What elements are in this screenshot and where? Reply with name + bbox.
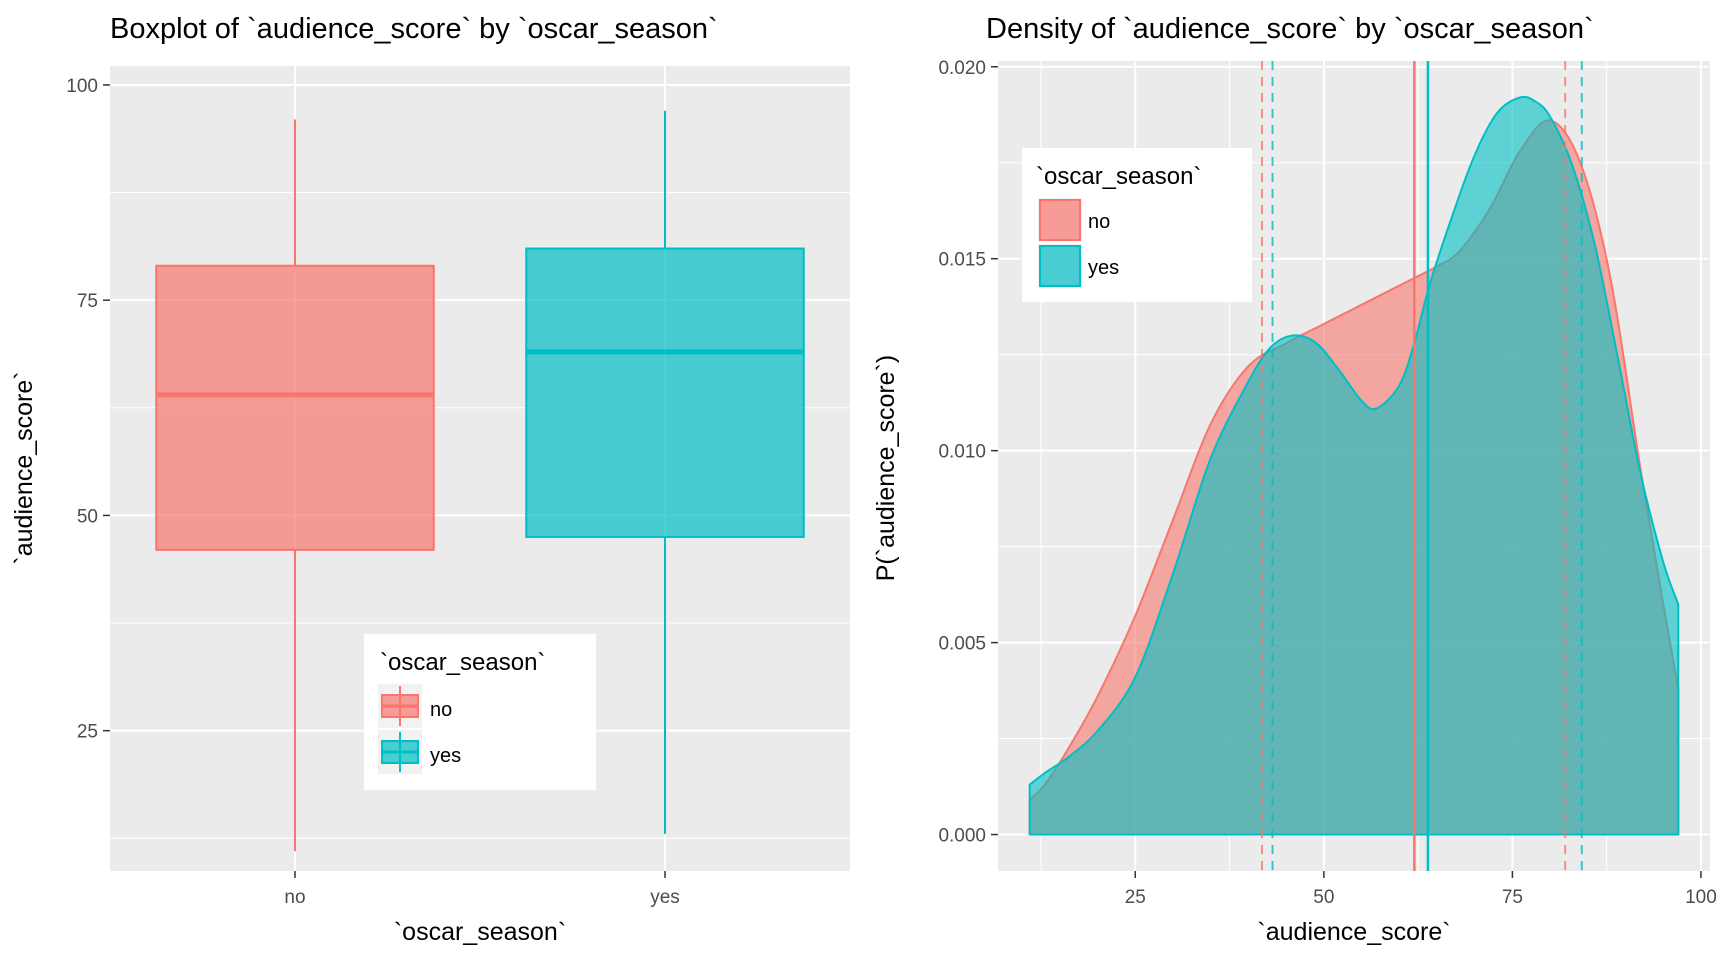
y-tick-label: 0.010 [938, 442, 986, 463]
y-tick-label: 0.015 [938, 250, 986, 271]
iqr-box [155, 264, 435, 551]
x-tick-label: no [284, 887, 305, 908]
y-tick-label: 100 [66, 76, 98, 97]
x-tick-label: 100 [1685, 887, 1717, 908]
boxplot-legend-keys [378, 684, 422, 774]
density-legend-keys [1038, 198, 1082, 288]
y-tick-label: 25 [77, 722, 98, 743]
box-yes [525, 110, 805, 834]
boxplot-title: Boxplot of `audience_score` by `oscar_se… [110, 13, 718, 45]
y-tick-label: 50 [77, 506, 98, 527]
x-tick-label: 25 [1125, 887, 1146, 908]
density-y-axis-label: P(`audience_score`) [872, 355, 900, 582]
boxplot-legend-label-no: no [430, 699, 452, 721]
y-tick-label: 0.005 [938, 634, 986, 655]
density-area-yes [1028, 95, 1680, 836]
legend-key-swatch [1039, 199, 1081, 241]
density-panel: Density of `audience_score` by `oscar_se… [872, 13, 1717, 946]
boxplot-x-axis-label: `oscar_season` [394, 918, 566, 946]
density-x-axis-label: `audience_score` [1257, 918, 1450, 946]
density-legend-label-yes: yes [1088, 257, 1119, 279]
boxplot-legend: `oscar_season` no yes [364, 634, 596, 790]
legend-key-swatch [1039, 245, 1081, 287]
y-tick-label: 0.020 [938, 58, 986, 79]
y-tick-label: 75 [77, 291, 98, 312]
density-title: Density of `audience_score` by `oscar_se… [986, 13, 1594, 45]
x-tick-label: 75 [1502, 887, 1523, 908]
density-y-ticks: 0.000 0.005 0.010 0.015 0.020 [938, 58, 998, 847]
boxplot-y-ticks: 25 50 75 100 [66, 76, 110, 743]
boxplot-x-ticks: no yes [284, 871, 680, 908]
box-no [155, 119, 435, 852]
x-tick-label: 50 [1313, 887, 1334, 908]
boxplot-legend-label-yes: yes [430, 745, 461, 767]
density-x-ticks: 25 50 75 100 [1125, 871, 1717, 908]
density-legend-title: `oscar_season` [1036, 163, 1201, 190]
density-legend-label-no: no [1088, 211, 1110, 233]
density-reference-lines [1260, 61, 1583, 871]
y-tick-label: 0.000 [938, 826, 986, 847]
density-areas [1028, 95, 1680, 836]
density-legend: `oscar_season` no yes [1022, 148, 1252, 302]
x-tick-label: yes [650, 887, 680, 908]
iqr-box [525, 247, 805, 538]
boxplot-legend-title: `oscar_season` [380, 649, 545, 676]
boxplot-panel: Boxplot of `audience_score` by `oscar_se… [10, 13, 850, 946]
boxplot-y-axis-label: `audience_score` [10, 371, 38, 564]
boxplot-boxes [155, 110, 805, 852]
